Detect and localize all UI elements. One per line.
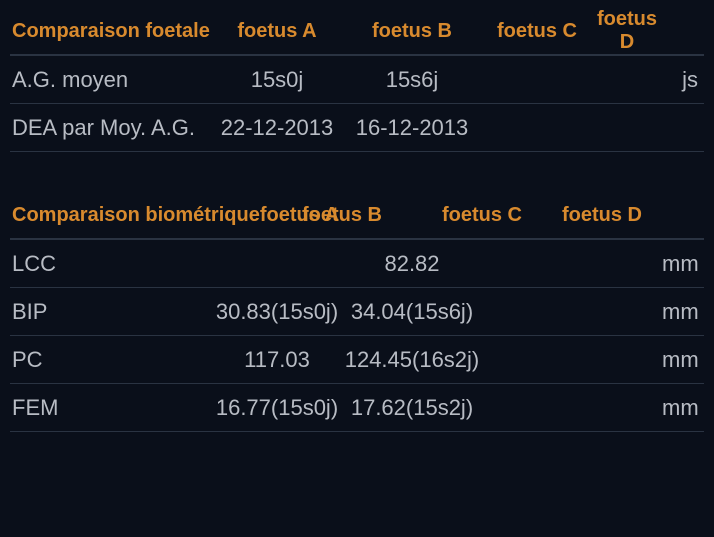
section2-title: Comparaison biométriquefoetus A xyxy=(12,204,302,227)
col-header-foetus-c: foetus C xyxy=(482,20,592,43)
row-label: DEA par Moy. A.G. xyxy=(12,115,212,141)
col-header-foetus-d: foetus D xyxy=(592,8,662,54)
table-row: DEA par Moy. A.G. 22-12-2013 16-12-2013 xyxy=(10,104,704,152)
cell-value: 15s6j xyxy=(342,67,482,93)
cell-value: 16.77(15s0j) xyxy=(212,395,342,421)
cell-value: 22-12-2013 xyxy=(212,115,342,141)
row-label: A.G. moyen xyxy=(12,67,212,93)
cell-value: 82.82 xyxy=(342,251,482,277)
cell-value: 124.45(16s2j) xyxy=(342,347,482,373)
section1-title: Comparaison foetale xyxy=(12,20,212,43)
cell-value: 30.83(15s0j) xyxy=(212,299,342,325)
table-row: A.G. moyen 15s0j 15s6j js xyxy=(10,56,704,104)
row-label: LCC xyxy=(12,251,212,277)
col-header-foetus-d: foetus D xyxy=(562,204,652,227)
col-header-foetus-b: foetus B xyxy=(302,204,442,227)
table-row: FEM 16.77(15s0j) 17.62(15s2j) mm xyxy=(10,384,704,432)
cell-unit: mm xyxy=(662,347,703,373)
cell-value: 15s0j xyxy=(212,67,342,93)
col-header-foetus-b: foetus B xyxy=(342,20,482,43)
cell-unit: mm xyxy=(662,395,703,421)
foetal-comparison-section: Comparaison foetale foetus A foetus B fo… xyxy=(10,8,704,152)
row-label: BIP xyxy=(12,299,212,325)
row-label: FEM xyxy=(12,395,212,421)
col-header-foetus-c: foetus C xyxy=(442,204,562,227)
biometric-comparison-section: Comparaison biométriquefoetus A foetus B… xyxy=(10,192,704,432)
table-row: PC 117.03 124.45(16s2j) mm xyxy=(10,336,704,384)
biometric-header-row: Comparaison biométriquefoetus A foetus B… xyxy=(10,192,704,240)
row-label: PC xyxy=(12,347,212,373)
table-row: LCC 82.82 mm xyxy=(10,240,704,288)
cell-unit: mm xyxy=(662,251,703,277)
cell-value: 17.62(15s2j) xyxy=(342,395,482,421)
cell-value: 34.04(15s6j) xyxy=(342,299,482,325)
cell-value: 117.03 xyxy=(212,347,342,373)
cell-value: 16-12-2013 xyxy=(342,115,482,141)
cell-unit: mm xyxy=(662,299,703,325)
cell-unit: js xyxy=(662,67,702,93)
foetal-header-row: Comparaison foetale foetus A foetus B fo… xyxy=(10,8,704,56)
col-header-foetus-a: foetus A xyxy=(212,20,342,43)
table-row: BIP 30.83(15s0j) 34.04(15s6j) mm xyxy=(10,288,704,336)
